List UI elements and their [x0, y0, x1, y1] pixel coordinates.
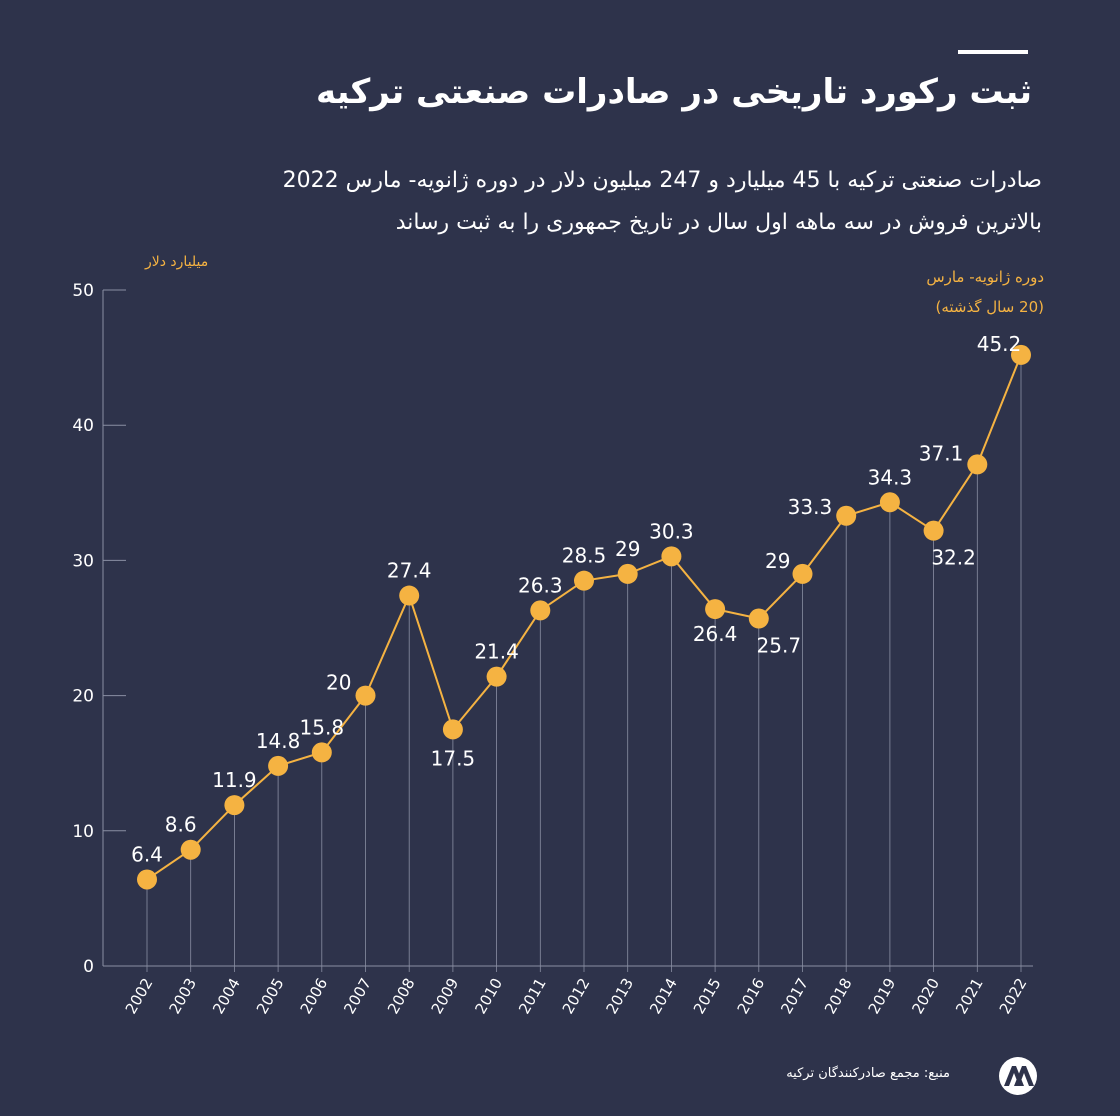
data-point — [748, 608, 769, 629]
line-chart: 0 10 20 30 40 50 میلیارد دلار 2002 2003 2004 2005 2… — [72, 254, 1044, 1017]
data-point — [574, 570, 594, 591]
data-label: 6.4 — [131, 842, 163, 866]
source-note: منبع: مجمع صادرکنندگان ترکیه — [786, 1066, 950, 1081]
data-label: 29 — [615, 537, 640, 561]
x-tick-label: 2018 — [821, 975, 856, 1017]
y-tick-label: 0 — [83, 957, 94, 977]
x-tick-label: 2014 — [646, 975, 681, 1017]
data-point — [486, 666, 507, 687]
y-tick-label: 40 — [72, 416, 94, 436]
chart-title: ثبت رکورد تاریخی در صادرات صنعتی ترکیه — [316, 72, 1032, 112]
agency-logo — [999, 1057, 1037, 1095]
y-tick-label: 10 — [72, 822, 94, 842]
data-point — [530, 600, 551, 621]
data-label: 45.2 — [977, 332, 1022, 356]
x-tick-label: 2016 — [734, 975, 769, 1017]
y-axis-title: میلیارد دلار — [144, 254, 208, 270]
y-tick-label: 20 — [72, 687, 94, 707]
x-tick-label: 2019 — [865, 975, 900, 1017]
data-point — [792, 563, 813, 584]
data-label: 33.3 — [788, 495, 833, 519]
x-tick-label: 2015 — [690, 975, 725, 1017]
x-tick-label: 2003 — [165, 975, 200, 1017]
data-label: 15.8 — [300, 715, 345, 739]
data-point — [617, 563, 638, 584]
data-label: 17.5 — [431, 746, 476, 770]
data-point — [355, 685, 376, 706]
data-label: 28.5 — [562, 544, 607, 568]
data-label: 26.4 — [693, 622, 738, 646]
data-label: 25.7 — [757, 634, 802, 658]
data-point — [180, 839, 201, 860]
data-label: 30.3 — [649, 519, 694, 543]
data-label: 20 — [326, 671, 351, 695]
data-point — [137, 869, 157, 890]
data-point — [224, 795, 245, 816]
x-tick-label: 2013 — [602, 975, 637, 1017]
data-point — [311, 742, 332, 763]
x-tick-label: 2004 — [209, 975, 244, 1017]
data-label: 29 — [765, 549, 790, 573]
x-tick-label: 2007 — [340, 975, 375, 1017]
data-point — [967, 454, 988, 475]
data-label: 32.2 — [931, 546, 976, 570]
y-tick-label: 50 — [72, 281, 94, 301]
data-point — [268, 755, 289, 776]
data-point — [879, 492, 900, 513]
x-tick-label: 2010 — [471, 975, 506, 1017]
data-point — [661, 546, 682, 567]
data-point — [1011, 344, 1031, 365]
title-accent-bar — [958, 50, 1028, 54]
x-tick-label: 2008 — [384, 975, 419, 1017]
x-tick-label: 2006 — [297, 975, 332, 1017]
data-point — [399, 585, 420, 606]
data-point — [442, 719, 463, 740]
period-note: دوره ژانویه- مارس — [926, 268, 1044, 286]
data-label: 21.4 — [474, 640, 519, 664]
x-tick-label: 2012 — [559, 975, 594, 1017]
data-label: 8.6 — [165, 813, 197, 837]
x-tick-label: 2021 — [952, 975, 987, 1017]
data-label: 34.3 — [868, 465, 913, 489]
chart-subtitle: صادرات صنعتی ترکیه با 45 میلیارد و 247 م… — [182, 160, 1042, 244]
y-tick-label: 30 — [72, 551, 94, 571]
data-label: 11.9 — [212, 768, 257, 792]
data-point — [705, 599, 726, 620]
data-label: 27.4 — [387, 559, 432, 583]
x-tick-label: 2017 — [777, 975, 812, 1017]
data-label: 37.1 — [919, 441, 964, 465]
data-point — [836, 505, 857, 526]
x-tick-label: 2005 — [253, 975, 288, 1017]
x-tick-label: 2020 — [908, 975, 943, 1017]
data-label: 14.8 — [256, 729, 301, 753]
data-point — [923, 520, 944, 541]
subtitle-line-1: صادرات صنعتی ترکیه با 45 میلیارد و 247 م… — [282, 168, 1042, 193]
x-tick-label: 2022 — [996, 975, 1031, 1017]
data-label: 26.3 — [518, 573, 563, 597]
x-tick-label: 2002 — [122, 975, 157, 1017]
x-tick-label: 2009 — [428, 975, 463, 1017]
subtitle-line-2: بالاترین فروش در سه ماهه اول سال در تاری… — [395, 210, 1042, 235]
period-note: (20 سال گذشته) — [935, 298, 1044, 316]
x-tick-label: 2011 — [515, 975, 550, 1017]
